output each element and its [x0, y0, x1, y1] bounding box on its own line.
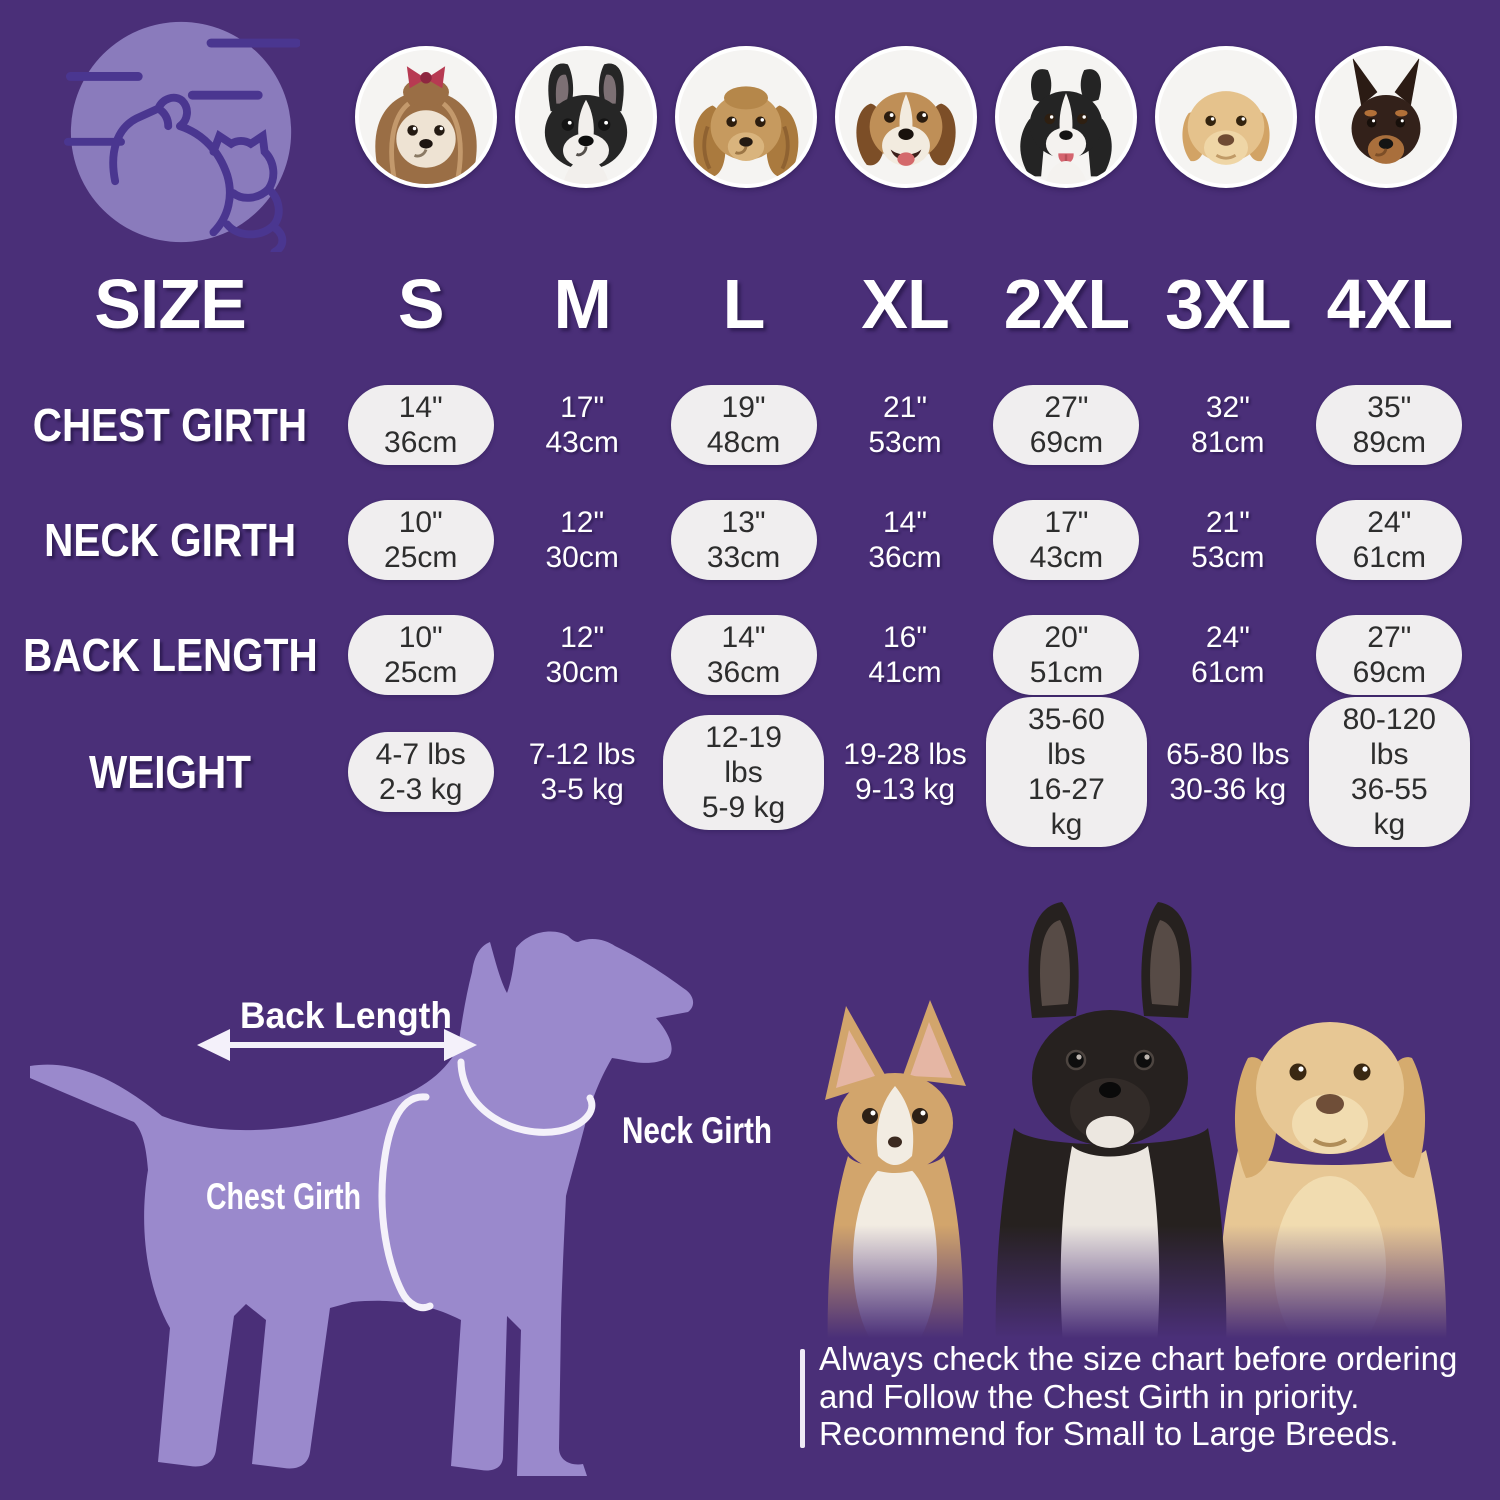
- measurement-pill: 24" 61cm: [1316, 500, 1463, 580]
- size-col-header-xl: XL: [861, 265, 949, 343]
- measurement-pill: 13" 33cm: [670, 500, 817, 580]
- row-label-chest-girth: CHEST GIRTH: [32, 399, 308, 451]
- measurement-value: 65-80 lbs 30-36 kg: [1166, 738, 1290, 806]
- measurement-pill: 80-120 lbs 36-55 kg: [1308, 697, 1470, 847]
- size-col-header-3xl: 3XL: [1165, 265, 1291, 343]
- size-col-header-2xl: 2XL: [1003, 265, 1130, 343]
- row-label-weight: WEIGHT: [89, 746, 251, 798]
- size-header-label: SIZE: [94, 265, 247, 343]
- chest-girth-curve: [378, 1093, 434, 1312]
- measurement-pill: 27" 69cm: [993, 385, 1140, 465]
- measurement-pill: 14" 36cm: [670, 615, 817, 695]
- measurement-value: 17" 43cm: [545, 391, 619, 459]
- measurement-pill: 14" 36cm: [347, 385, 494, 465]
- measurement-value: 19-28 lbs 9-13 kg: [843, 738, 967, 806]
- sizing-note: Always check the size chart before order…: [819, 1340, 1458, 1452]
- dog-photo-cocker-spaniel-icon: [675, 46, 817, 188]
- measurement-value: 14" 36cm: [868, 506, 942, 574]
- measurement-value: 16" 41cm: [868, 621, 942, 689]
- measurement-pill: 12-19 lbs 5-9 kg: [662, 714, 825, 830]
- measurement-pill: 10" 25cm: [347, 500, 494, 580]
- size-col-header-m: M: [553, 265, 611, 343]
- dog-photo-labrador-icon: [1155, 46, 1297, 188]
- dog-silhouette: [30, 931, 694, 1476]
- breed-photos-row: [355, 46, 1457, 188]
- neck-girth-label: Neck Girth: [622, 1110, 772, 1151]
- row-label-neck-girth: NECK GIRTH: [44, 514, 296, 566]
- measurement-value: 21" 53cm: [868, 391, 942, 459]
- dog-photo-shih-tzu-icon: [355, 46, 497, 188]
- back-length-label: Back Length: [240, 995, 452, 1036]
- measurement-pill: 17" 43cm: [993, 500, 1140, 580]
- measurement-pill: 4-7 lbs 2-3 kg: [347, 732, 494, 812]
- size-col-header-4xl: 4XL: [1326, 265, 1453, 343]
- dog-measurement-diagram: Back Length Neck Girth Chest Girth: [30, 931, 772, 1476]
- measurement-pill: 20" 51cm: [993, 615, 1140, 695]
- note-divider-bar: [800, 1349, 805, 1448]
- brand-dog-cat-logo-icon: [64, 21, 300, 252]
- size-col-header-l: L: [722, 265, 766, 343]
- dog-photo-doberman-icon: [1315, 46, 1457, 188]
- measurement-value: 7-12 lbs 3-5 kg: [528, 738, 636, 806]
- measurement-pill: 27" 69cm: [1316, 615, 1463, 695]
- measurement-value: 12" 30cm: [545, 621, 619, 689]
- photo-fade-gradient: [760, 1225, 1490, 1370]
- measurement-value: 12" 30cm: [545, 506, 619, 574]
- measurement-value: 24" 61cm: [1191, 621, 1265, 689]
- measurement-pill: 35" 89cm: [1316, 385, 1463, 465]
- measurement-value: 32" 81cm: [1191, 391, 1265, 459]
- measurement-pill: 10" 25cm: [347, 615, 494, 695]
- dog-photo-border-collie-icon: [995, 46, 1137, 188]
- dog-photo-boston-terrier-icon: [515, 46, 657, 188]
- measurement-pill: 19" 48cm: [670, 385, 817, 465]
- measurement-value: 21" 53cm: [1191, 506, 1265, 574]
- back-length-arrow: [197, 1029, 477, 1061]
- measurement-pill: 35-60 lbs 16-27 kg: [985, 697, 1148, 847]
- row-label-back-length: BACK LENGTH: [22, 629, 318, 681]
- neck-girth-curve: [457, 1058, 596, 1136]
- chest-girth-label: Chest Girth: [206, 1176, 361, 1217]
- size-col-header-s: S: [397, 265, 445, 343]
- dog-photo-beagle-icon: [835, 46, 977, 188]
- size-table: SIZE S M L XL 2XL 3XL 4XL CHEST GIRTH 14…: [0, 256, 1470, 847]
